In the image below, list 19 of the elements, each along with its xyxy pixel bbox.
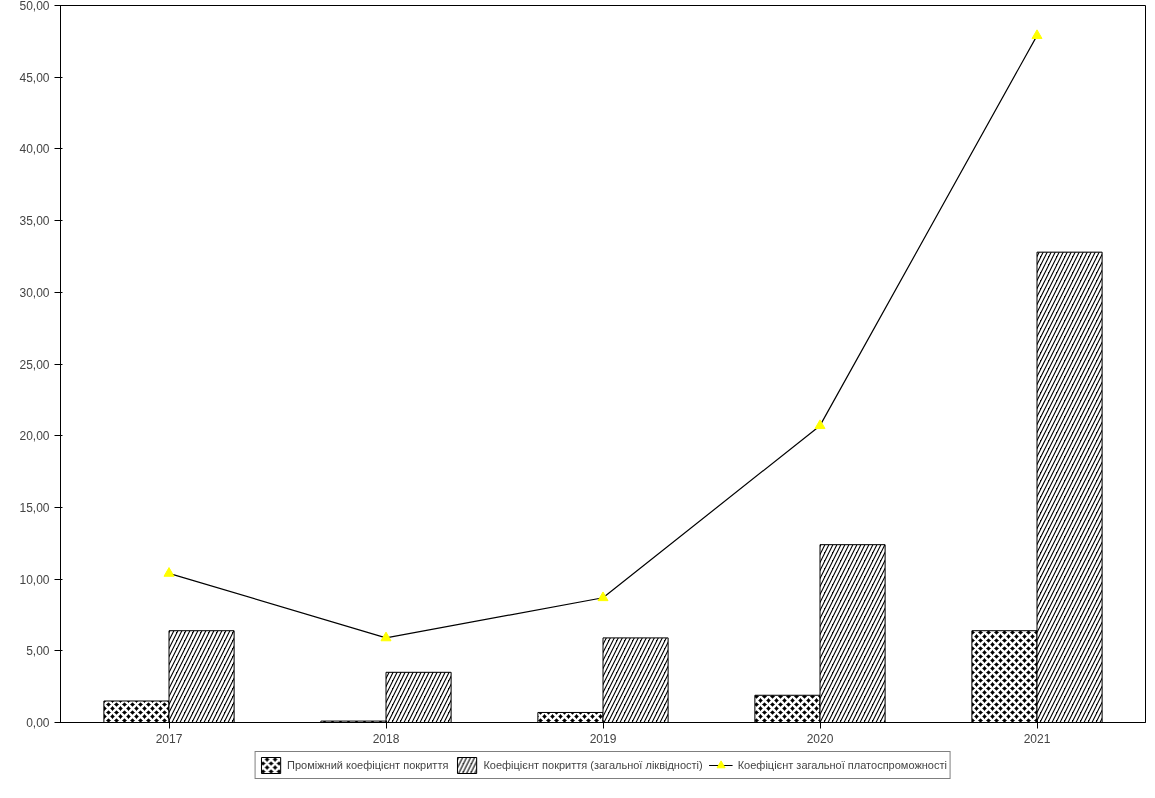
y-tick-label: 20,00 [19,429,50,444]
x-tick-label: 2020 [806,731,834,746]
legend-label: Коефіцієнт загальної платоспроможності [737,759,947,771]
y-tick-label: 45,00 [19,70,50,85]
y-tick-label: 5,00 [26,644,50,659]
x-tick-label: 2017 [155,731,183,746]
y-tick-label: 50,00 [19,0,50,13]
y-tick-label: 35,00 [19,214,50,229]
x-tick-label: 2018 [372,731,400,746]
y-tick-label: 0,00 [26,716,50,730]
legend-label: Коефіцієнт покриття (загальної ліквідності) [483,759,703,771]
y-tick-label: 25,00 [19,357,50,372]
y-tick-label: 40,00 [19,142,50,157]
legend-label: Проміжний коефіцієнт покриття [287,759,449,771]
x-tick-label: 2019 [589,731,617,746]
y-tick-label: 10,00 [19,572,50,587]
y-tick-label: 15,00 [19,500,50,515]
x-tick-label: 2021 [1023,731,1051,746]
y-tick-label: 30,00 [19,285,50,300]
